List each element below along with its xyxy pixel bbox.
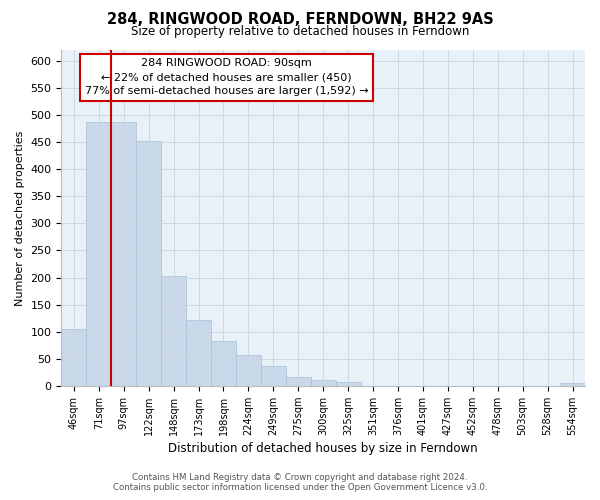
Bar (211, 341, 236, 386)
Bar (61, 329, 86, 386)
Bar (236, 355, 261, 386)
Bar (286, 377, 311, 386)
Bar (161, 276, 186, 386)
Bar (186, 320, 211, 386)
Text: 284, RINGWOOD ROAD, FERNDOWN, BH22 9AS: 284, RINGWOOD ROAD, FERNDOWN, BH22 9AS (107, 12, 493, 28)
Bar (111, 122, 136, 386)
Bar (560, 383, 585, 386)
Text: Contains HM Land Registry data © Crown copyright and database right 2024.
Contai: Contains HM Land Registry data © Crown c… (113, 473, 487, 492)
Text: Size of property relative to detached houses in Ferndown: Size of property relative to detached ho… (131, 25, 469, 38)
Bar (311, 380, 335, 386)
Bar (136, 141, 161, 386)
Bar (86, 122, 111, 386)
X-axis label: Distribution of detached houses by size in Ferndown: Distribution of detached houses by size … (169, 442, 478, 455)
Text: 284 RINGWOOD ROAD: 90sqm
← 22% of detached houses are smaller (450)
77% of semi-: 284 RINGWOOD ROAD: 90sqm ← 22% of detach… (85, 58, 368, 96)
Bar (335, 382, 361, 386)
Bar (261, 366, 286, 386)
Y-axis label: Number of detached properties: Number of detached properties (15, 130, 25, 306)
